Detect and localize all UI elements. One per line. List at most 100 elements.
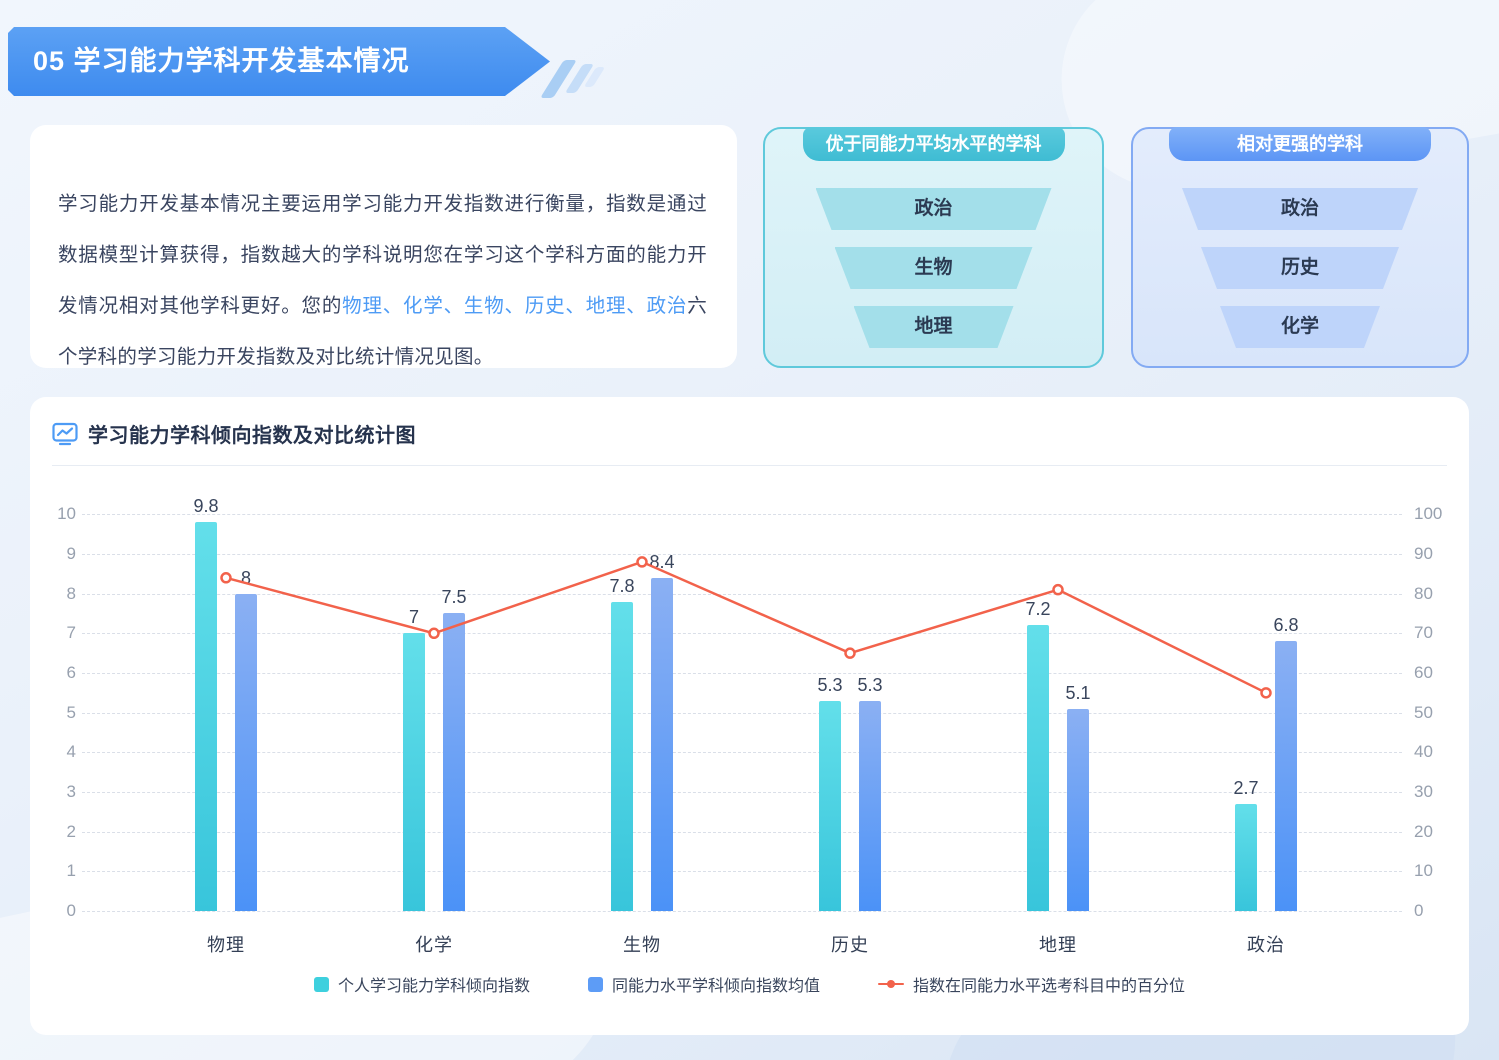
- gridline: [82, 831, 1402, 833]
- bar-personal-index-3: [819, 700, 841, 911]
- x-axis-label-2: 生物: [623, 935, 661, 955]
- percentile-line-point: [1260, 687, 1272, 699]
- chart-card: 学习能力学科倾向指数及对比统计图 0 1 2 3 4 5 6 7 8 9 10 0 10 20 30 40 50…: [30, 397, 1469, 1035]
- y-axis-right-tick-label: 100: [1414, 504, 1443, 524]
- bar-average-index-1: [443, 613, 465, 911]
- intro-subjects-highlight: 物理、化学、生物、历史、地理、政治: [342, 294, 688, 317]
- y-axis-left-tick-label: 3: [66, 781, 76, 801]
- bar-value-label: 6.8: [1273, 615, 1299, 636]
- y-axis-left-tick-label: 10: [57, 504, 76, 524]
- bar-average-index-5: [1275, 641, 1297, 911]
- x-axis-label-0: 物理: [207, 935, 245, 955]
- legend-swatch-personal-index: [313, 976, 329, 992]
- bar-personal-index-0: [195, 522, 217, 911]
- y-axis-right-tick-label: 30: [1414, 781, 1433, 801]
- x-axis-label-4: 地理: [1039, 935, 1077, 955]
- gridline: [82, 514, 1402, 516]
- y-axis-left-tick-label: 8: [66, 583, 76, 603]
- bar-value-label: 9.8: [193, 496, 219, 517]
- bar-value-label: 7.2: [1025, 599, 1051, 620]
- chart-title: 学习能力学科倾向指数及对比统计图: [88, 425, 416, 447]
- y-axis-right-tick-label: 70: [1414, 623, 1433, 643]
- gridline: [82, 633, 1402, 635]
- funnel-card-relatively-strong-title: 相对更强的学科: [1169, 127, 1431, 161]
- y-axis-left-tick-label: 9: [66, 543, 76, 563]
- bar-value-label: 7.5: [441, 587, 467, 608]
- chart-title-row: 学习能力学科倾向指数及对比统计图: [52, 419, 416, 448]
- percentile-line-point: [636, 556, 648, 568]
- gridline: [82, 871, 1402, 873]
- legend-swatch-average-index: [587, 976, 603, 992]
- x-axis-label-5: 政治: [1247, 935, 1285, 955]
- legend-item-average-index[interactable]: 同能力水平学科倾向指数均值: [587, 972, 820, 996]
- divider: [52, 465, 1447, 466]
- funnel-card-above-average-title: 优于同能力平均水平的学科: [802, 127, 1065, 161]
- gridline: [82, 911, 1402, 912]
- legend-label: 个人学习能力学科倾向指数: [337, 978, 530, 995]
- bar-personal-index-5: [1235, 803, 1257, 911]
- bar-average-index-3: [859, 700, 881, 911]
- bar-personal-index-4: [1027, 625, 1049, 911]
- line-chart-monitor-icon: [52, 422, 78, 445]
- funnel-item: 生物: [835, 247, 1033, 289]
- bar-personal-index-2: [611, 601, 633, 911]
- bar-value-label: 5.3: [857, 674, 883, 695]
- funnel-item: 化学: [1220, 306, 1380, 348]
- y-axis-right-tick-label: 20: [1414, 821, 1433, 841]
- y-axis-left-tick-label: 2: [66, 821, 76, 841]
- percentile-line: [225, 560, 1267, 694]
- percentile-line-point: [220, 572, 232, 584]
- y-axis-right-tick-label: 80: [1414, 583, 1433, 603]
- x-axis-label-1: 化学: [415, 935, 453, 955]
- legend-item-personal-index[interactable]: 个人学习能力学科倾向指数: [313, 972, 530, 996]
- bar-average-index-2: [651, 577, 673, 911]
- funnel-card-relatively-strong: 相对更强的学科 政治 历史 化学: [1131, 127, 1469, 368]
- legend-item-percentile[interactable]: 指数在同能力水平选考科目中的百分位: [878, 972, 1185, 996]
- legend-label: 同能力水平学科倾向指数均值: [611, 978, 820, 995]
- section-banner: 05 学习能力学科开发基本情况: [8, 27, 550, 96]
- bar-value-label: 8: [240, 567, 251, 588]
- gridline: [82, 791, 1402, 793]
- gridline: [82, 593, 1402, 595]
- bar-value-label: 7: [408, 607, 419, 628]
- y-axis-right-tick-label: 40: [1414, 742, 1433, 762]
- funnel-card-above-average: 优于同能力平均水平的学科 政治 生物 地理: [763, 127, 1104, 368]
- chart-plot-area: 0 1 2 3 4 5 6 7 8 9 10 0 10 20 30 40 50 60 70 80 90 100 9.8 7 7.…: [30, 397, 1469, 1035]
- legend-line-marker-percentile: [878, 980, 904, 989]
- y-axis-left-tick-label: 7: [66, 623, 76, 643]
- gridline: [82, 712, 1402, 714]
- percentile-line-point: [1052, 583, 1064, 596]
- bar-average-index-4: [1067, 708, 1089, 911]
- y-axis-right-tick-label: 50: [1414, 702, 1433, 722]
- gridline: [82, 553, 1402, 555]
- y-axis-right-tick-label: 0: [1414, 901, 1424, 920]
- funnel-item: 历史: [1201, 247, 1399, 289]
- legend-label: 指数在同能力水平选考科目中的百分位: [913, 978, 1186, 995]
- intro-text-before: 学习能力开发基本情况主要运用学习能力开发指数进行衡量，指数是通过数据模型计算获得…: [58, 192, 707, 317]
- y-axis-left-tick-label: 4: [66, 742, 76, 762]
- y-axis-left-tick-label: 1: [66, 861, 76, 881]
- percentile-line-point: [428, 627, 440, 640]
- section-title: 05 学习能力学科开发基本情况: [33, 46, 410, 76]
- gridline: [82, 672, 1402, 674]
- bar-value-label: 5.1: [1065, 682, 1091, 703]
- bar-average-index-0: [235, 593, 257, 911]
- intro-text-after: 六个学科的学习能力开发指数及对比统计情况见图。: [58, 294, 708, 368]
- x-axis-label-3: 历史: [831, 935, 869, 955]
- intro-card: 学习能力开发基本情况主要运用学习能力开发指数进行衡量，指数是通过数据模型计算获得…: [30, 125, 737, 368]
- y-axis-left-tick-label: 5: [66, 702, 76, 722]
- chart-legend: 个人学习能力学科倾向指数 同能力水平学科倾向指数均值 指数在同能力水平选考科目中的百…: [30, 972, 1469, 996]
- y-axis-left-tick-label: 0: [66, 901, 76, 920]
- bar-value-label: 5.3: [817, 674, 843, 695]
- intro-paragraph: 学习能力开发基本情况主要运用学习能力开发指数进行衡量，指数是通过数据模型计算获得…: [58, 179, 707, 383]
- percentile-line-series: [220, 556, 1272, 699]
- bar-personal-index-1: [403, 633, 425, 911]
- funnel-item: 政治: [816, 188, 1052, 230]
- y-axis-left-tick-label: 6: [66, 662, 76, 682]
- gridline: [82, 752, 1402, 754]
- percentile-line-point: [844, 647, 856, 659]
- y-axis-right-tick-label: 10: [1414, 861, 1433, 881]
- y-axis-right-tick-label: 60: [1414, 662, 1433, 682]
- bar-value-label: 7.8: [609, 575, 635, 596]
